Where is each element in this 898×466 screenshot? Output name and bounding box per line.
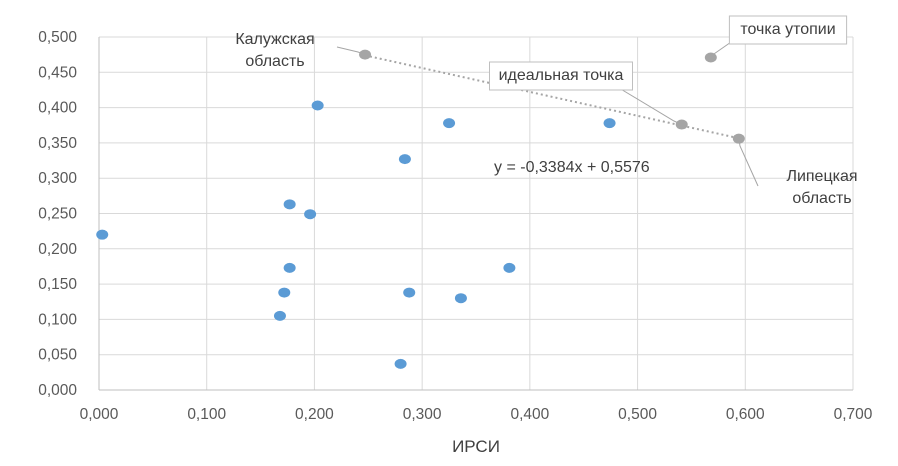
highlight-point xyxy=(732,133,745,144)
y-tick-label: 0,350 xyxy=(38,135,77,152)
leader-line xyxy=(738,138,759,187)
x-tick-label: 0,200 xyxy=(295,406,334,423)
y-tick-label: 0,150 xyxy=(38,276,77,293)
data-point xyxy=(283,199,296,210)
x-tick-label: 0,100 xyxy=(187,406,226,423)
y-tick-label: 0,300 xyxy=(38,170,77,187)
x-tick-label: 0,000 xyxy=(80,406,119,423)
data-point xyxy=(603,118,616,129)
y-tick-label: 0,250 xyxy=(38,206,77,223)
leader-line xyxy=(618,87,682,125)
grid xyxy=(99,36,854,390)
data-point xyxy=(96,229,109,240)
annotation-label: область xyxy=(792,190,851,207)
y-tick-label: 0,000 xyxy=(38,382,77,399)
highlight-point xyxy=(675,119,688,130)
data-point xyxy=(273,310,286,321)
data-point xyxy=(394,358,407,369)
data-point xyxy=(283,262,296,273)
data-point xyxy=(503,262,516,273)
x-tick-label: 0,300 xyxy=(403,406,442,423)
trendline-layer xyxy=(364,54,740,140)
y-tick-label: 0,500 xyxy=(38,29,77,46)
annotation-box xyxy=(728,15,848,45)
data-point xyxy=(278,287,291,298)
y-tick-label: 0,100 xyxy=(38,311,77,328)
highlight-point xyxy=(704,52,717,63)
x-tick-label: 0,500 xyxy=(618,406,657,423)
annotation-label: точка утопии xyxy=(740,21,835,38)
y-tick-label: 0,400 xyxy=(38,100,77,117)
trendline xyxy=(364,54,740,140)
data-point xyxy=(454,293,467,304)
annotation-label: Липецкая xyxy=(786,168,857,185)
data-point xyxy=(403,287,416,298)
x-tick-label: 0,600 xyxy=(726,406,765,423)
axes: 0,000 0,050 0,100 0,150 0,200 0,250 0,300 0,350… xyxy=(38,29,873,423)
x-tick-label: 0,700 xyxy=(834,406,873,423)
annotation-label: Калужская xyxy=(235,31,314,48)
data-point xyxy=(304,209,317,220)
data-point xyxy=(398,154,411,165)
annotation-label: область xyxy=(245,53,304,70)
annotation-label: идеальная точка xyxy=(499,67,624,84)
data-point xyxy=(311,100,324,111)
y-tick-label: 0,200 xyxy=(38,241,77,258)
y-tick-label: 0,450 xyxy=(38,64,77,81)
trendline-equation: y = -0,3384x + 0,5576 xyxy=(494,159,650,176)
y-tick-label: 0,050 xyxy=(38,347,77,364)
data-point xyxy=(443,118,456,129)
annotations: Калужская область идеальная точка точка уто… xyxy=(235,15,858,207)
x-axis-label: ИРСИ xyxy=(452,437,500,456)
highlight-point xyxy=(359,49,372,60)
x-tick-label: 0,400 xyxy=(510,406,549,423)
data-points xyxy=(96,49,745,369)
annotation-box xyxy=(489,61,633,91)
